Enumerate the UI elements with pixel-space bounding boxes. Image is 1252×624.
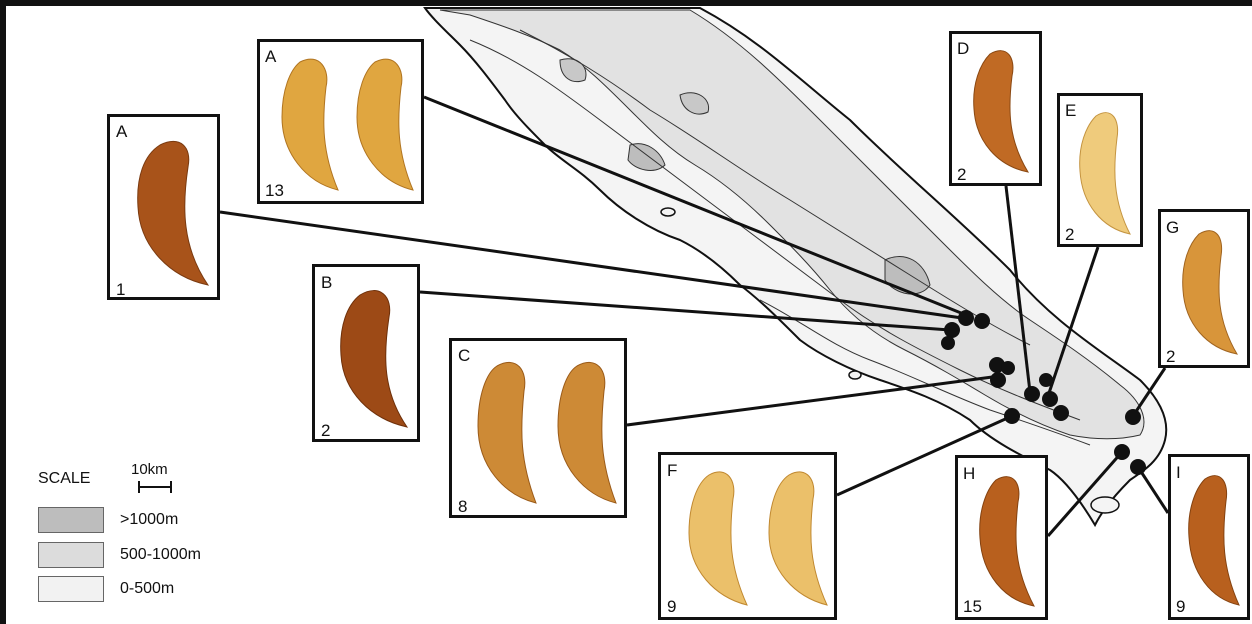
specimen-image <box>1188 475 1240 606</box>
scale-text: 10km <box>131 461 168 478</box>
leader-line-d <box>1004 185 1032 393</box>
islet <box>660 207 676 217</box>
locality-dot <box>1125 409 1141 425</box>
locality-dot <box>941 336 955 350</box>
panel-g: G 2 <box>1158 209 1250 368</box>
panel-letter: I <box>1176 463 1181 482</box>
locality-dot <box>958 310 974 326</box>
panel-b: B 2 <box>312 264 420 442</box>
panel-letter: C <box>458 346 471 365</box>
panel-count: 9 <box>667 597 677 616</box>
leader-line-g <box>1131 367 1167 417</box>
specimen-image <box>281 58 414 191</box>
elevation-high-4 <box>679 92 710 115</box>
legend-label-high: >1000m <box>120 511 179 528</box>
locality-dot <box>974 313 990 329</box>
panel-letter: B <box>321 273 333 292</box>
specimen-image <box>1079 112 1131 235</box>
legend-label-mid: 500-1000m <box>120 546 201 563</box>
panel-letter: E <box>1065 101 1077 120</box>
panel-letter: D <box>957 39 970 58</box>
elevation-high-1 <box>627 143 666 171</box>
panel-count: 13 <box>265 181 284 200</box>
leader-line-b <box>419 290 951 332</box>
leader-line-a1 <box>219 210 963 320</box>
legend-swatch-high <box>38 507 104 533</box>
panel-letter: A <box>265 47 277 66</box>
panel-letter: H <box>963 464 976 483</box>
locality-dot <box>1042 391 1058 407</box>
locality-dot <box>1004 408 1020 424</box>
leader-line-a13 <box>423 95 967 317</box>
panel-count: 15 <box>963 597 982 616</box>
specimen-image <box>1182 230 1238 355</box>
islet <box>848 370 862 380</box>
panel-count: 2 <box>321 421 331 440</box>
leader-line-c <box>626 374 1001 427</box>
specimen-image <box>137 140 210 286</box>
panel-a1: A 1 <box>107 114 220 300</box>
panel-letter: F <box>667 461 678 480</box>
elevation-band-mid <box>439 9 1145 440</box>
locality-dot <box>1001 361 1015 375</box>
locality-dot <box>1024 386 1040 402</box>
panel-count: 2 <box>957 165 967 184</box>
leader-line-f <box>836 414 1013 497</box>
legend-swatch-mid <box>38 542 104 568</box>
panel-a13: A 13 <box>257 39 424 204</box>
specimen-image <box>973 50 1030 173</box>
panel-letter: A <box>116 122 128 141</box>
locality-dot <box>1114 444 1130 460</box>
panel-e: E 2 <box>1057 93 1143 247</box>
panel-count: 9 <box>1176 597 1186 616</box>
panel-count: 2 <box>1065 225 1075 244</box>
islet <box>1090 496 1120 514</box>
panel-c: C 8 <box>449 338 627 518</box>
leader-line-h <box>1046 451 1124 537</box>
locality-dot <box>944 322 960 338</box>
locality-dot <box>1130 459 1146 475</box>
panel-count: 1 <box>116 280 126 299</box>
panel-letter: G <box>1166 218 1180 237</box>
leader-line-e <box>1046 246 1100 397</box>
locality-dot <box>990 372 1006 388</box>
leader-line-i <box>1136 466 1170 514</box>
legend-swatch-low <box>38 576 104 602</box>
panel-f: F 9 <box>658 452 837 620</box>
locality-dot <box>1039 373 1053 387</box>
specimen-image <box>979 476 1035 607</box>
contour-line-3 <box>759 299 1091 446</box>
panel-h: H 15 <box>955 455 1048 620</box>
locality-dot <box>1053 405 1069 421</box>
specimen-image <box>688 471 828 606</box>
locality-dot <box>989 357 1005 373</box>
scale-bar <box>138 481 172 493</box>
contour-line-2 <box>519 29 1031 346</box>
legend-title: SCALE <box>38 470 91 487</box>
specimen-image <box>340 290 409 428</box>
specimen-image <box>477 361 617 504</box>
legend-label-low: 0-500m <box>120 580 175 597</box>
panel-i: I 9 <box>1168 454 1250 620</box>
elevation-high-3 <box>559 58 587 83</box>
panel-d: D 2 <box>949 31 1042 186</box>
contour-line-1 <box>469 39 1081 421</box>
panel-count: 2 <box>1166 347 1176 366</box>
panel-count: 8 <box>458 497 468 516</box>
